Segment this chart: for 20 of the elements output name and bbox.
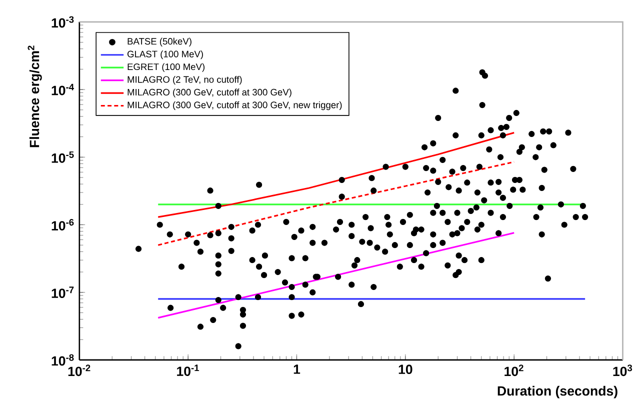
y-tick-label: 10$^{-5}$: [52, 151, 74, 163]
x-tick-label: 10$^{3}$: [613, 364, 632, 376]
y-axis-title: Fluence erg/cm$^{2}$: [28, 46, 42, 148]
legend-label: MILAGRO (2 TeV, no cutoff): [128, 76, 242, 85]
y-tick-label: 10$^{-8}$: [52, 354, 74, 366]
y-tick-label: 10$^{-3}$: [52, 16, 74, 28]
legend-label: EGRET (100 MeV): [128, 63, 204, 72]
legend-label: BATSE (50keV): [128, 38, 192, 46]
x-tick-label: 10$^{-2}$: [68, 364, 90, 376]
x-tick-label: 10$^{-1}$: [177, 364, 200, 376]
y-tick-label: 10$^{-7}$: [52, 286, 74, 298]
y-tick-label: 10$^{-6}$: [52, 218, 74, 230]
legend-label: MILAGRO (300 GeV, cutoff at 300 GeV): [128, 88, 292, 98]
x-tick-label: 10$^{2}$: [504, 364, 524, 376]
x-tick-label: 10: [398, 364, 412, 374]
x-axis-title: Duration (seconds): [498, 386, 618, 398]
y-tick-label: 10$^{-4}$: [52, 84, 74, 96]
x-tick-label: 1: [294, 364, 300, 374]
legend-label: MILAGRO (300 GeV, cutoff at 300 GeV, new trigger): [128, 101, 342, 110]
legend-label: GLAST (100 MeV): [127, 50, 203, 60]
